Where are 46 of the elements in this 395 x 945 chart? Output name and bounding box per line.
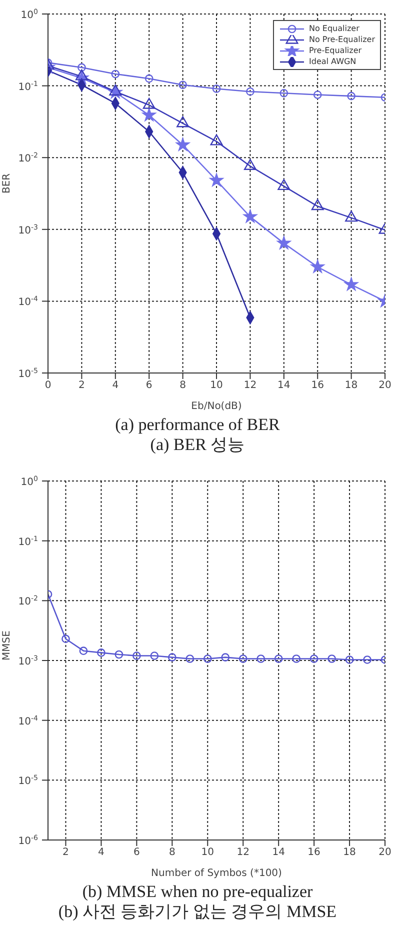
text: (a) performance of BER — [114, 415, 281, 435]
text: (b) 사전 등화기가 없는 경우의 MMSE — [57, 902, 338, 922]
legend-label: Ideal AWGN — [309, 56, 356, 67]
text: (a) BER 성능 — [149, 435, 246, 455]
y-tick-label: 10$^{0}$ — [20, 8, 38, 21]
legend-label: No Pre-Equalizer — [309, 34, 375, 45]
x-tick-label: 2 — [62, 847, 69, 858]
x-tick-label: 2 — [78, 380, 85, 392]
y-tick-label: 10$^{-3}$ — [18, 223, 38, 236]
x-tick-label: 4 — [98, 847, 104, 858]
y-tick-label: 10$^{-6}$ — [18, 834, 39, 847]
text: (b) MMSE when no pre-equalizer — [81, 882, 314, 902]
x-tick-label: 20 — [378, 380, 392, 392]
y-tick-label: 10$^{-2}$ — [18, 152, 38, 165]
x-tick-label: 12 — [244, 380, 257, 392]
x-tick-label: 14 — [278, 380, 290, 392]
x-tick-label: 18 — [344, 380, 358, 392]
x-tick-label: 14 — [272, 847, 285, 858]
x-tick-label: 10 — [210, 380, 223, 392]
x-tick-label: 8 — [180, 380, 186, 392]
x-tick-label: 20 — [378, 847, 392, 858]
x-tick-label: 10 — [201, 847, 214, 858]
y-tick-label: 10$^{-4}$ — [18, 295, 39, 308]
y-tick-label: 10$^{-5}$ — [18, 774, 38, 788]
x-tick-label: 0 — [44, 380, 52, 392]
y-tick-label: 10$^{-1}$ — [18, 534, 38, 548]
x-tick-label: 12 — [236, 847, 250, 858]
x-axis-title: Eb/No(dB) — [191, 401, 242, 412]
y-tick-label: 10$^{0}$ — [20, 475, 38, 488]
x-tick-label: 6 — [146, 380, 152, 392]
x-tick-label: 6 — [133, 847, 140, 858]
x-tick-label: 8 — [168, 847, 176, 858]
x-tick-label: 16 — [308, 847, 320, 858]
y-tick-label: 10$^{-4}$ — [18, 714, 39, 728]
x-tick-label: 16 — [311, 380, 324, 392]
y-tick-label: 10$^{-5}$ — [18, 367, 38, 380]
y-axis-title: BER — [2, 173, 13, 194]
y-tick-label: 10$^{-3}$ — [18, 654, 38, 668]
y-tick-label: 10$^{-1}$ — [18, 80, 38, 93]
x-tick-label: 4 — [112, 380, 119, 392]
x-tick-label: 18 — [343, 847, 356, 858]
y-axis-title: MMSE — [2, 630, 13, 660]
legend-label: Pre-Equalizer — [309, 45, 362, 56]
legend-label: No Equalizer — [309, 23, 360, 34]
y-tick-label: 10$^{-2}$ — [18, 594, 38, 608]
x-axis-title: Number of Symbos (*100) — [151, 868, 282, 879]
